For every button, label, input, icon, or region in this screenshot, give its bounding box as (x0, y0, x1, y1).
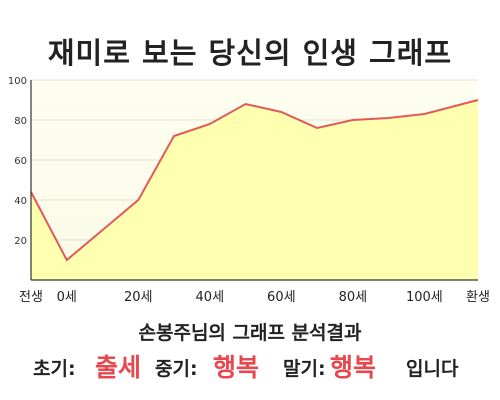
x-tick-label: 40세 (196, 290, 225, 305)
middle-label: 중기: (155, 358, 198, 380)
y-tick-labels: 20 40 60 80 100 (8, 76, 27, 247)
x-tick-label: 80세 (339, 290, 368, 305)
early-value: 출세 (95, 353, 142, 382)
x-tick-label: 0세 (57, 290, 77, 305)
axes (30, 80, 478, 281)
x-tick-label: 100세 (406, 290, 443, 305)
result-suffix: 입니다 (406, 358, 459, 380)
y-tick-label: 80 (14, 116, 27, 127)
y-tick-label: 20 (14, 236, 27, 247)
x-tick-label: 전생 (19, 290, 43, 305)
x-tick-label: 환생 (466, 290, 490, 305)
y-tick-label: 100 (8, 76, 27, 87)
x-tick-label: 60세 (267, 290, 296, 305)
life-graph-chart: 20 40 60 80 100 전생 0세 20세 40세 60세 80세 100세 환생 (8, 76, 490, 305)
area-fill (31, 100, 478, 280)
page-title: 재미로 보는 당신의 인생 그래프 (47, 36, 453, 70)
late-value: 행복 (330, 353, 377, 382)
early-label: 초기: (33, 358, 76, 380)
series-line (30, 99, 479, 262)
y-tick-label: 60 (14, 156, 27, 167)
analysis-heading: 손봉주님의 그래프 분석결과 (138, 322, 362, 344)
x-tick-label: 20세 (124, 290, 153, 305)
middle-value: 행복 (213, 353, 260, 382)
late-label: 말기: (283, 358, 326, 380)
y-tick-label: 40 (14, 196, 27, 207)
x-tick-labels: 전생 0세 20세 40세 60세 80세 100세 환생 (19, 290, 490, 305)
